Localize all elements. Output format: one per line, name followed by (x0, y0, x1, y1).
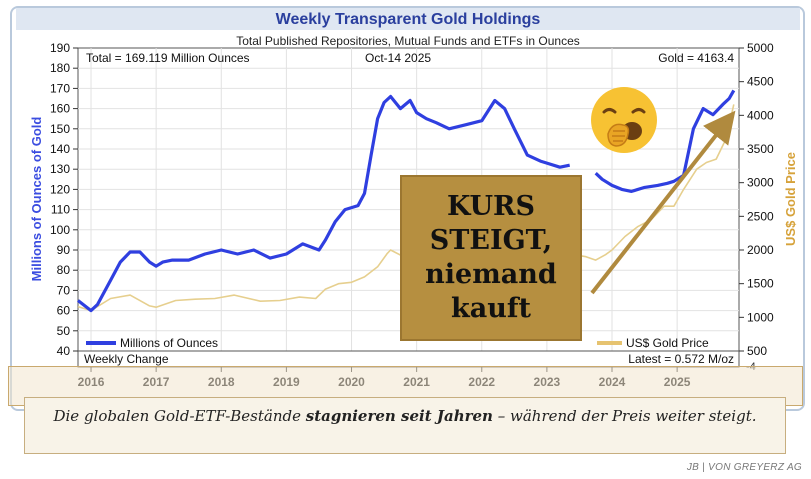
latest-label: Latest = 0.572 M/oz (628, 352, 734, 366)
y-right-tick-label: 5000 (747, 41, 774, 55)
y-left-tick-label: 140 (50, 142, 70, 156)
y-left-tick-label: 170 (50, 81, 70, 95)
y-left-tick-label: 180 (50, 61, 70, 75)
yawning-face-icon (591, 87, 657, 153)
ounces-line (594, 89, 736, 193)
y-right-tick-label: 1500 (747, 277, 774, 291)
headline-text: KURS STEIGT, niemand kauft (425, 191, 557, 324)
legend-price-label: US$ Gold Price (626, 336, 709, 350)
y-left-tick-label: 40 (57, 344, 71, 358)
ounces-line (77, 94, 571, 313)
y-left-tick-label: 70 (57, 283, 71, 297)
y-left-tick-label: 190 (50, 41, 70, 55)
y-right-tick-label: 3500 (747, 142, 774, 156)
caption-text-part2: – während der Preis weiter steigt. (492, 407, 757, 425)
y-left-tick-label: 120 (50, 182, 70, 196)
title-banner (16, 8, 800, 30)
caption-text-bold: stagnieren seit Jahren (305, 407, 493, 425)
y-left-tick-label: 60 (57, 304, 71, 318)
y-right-tick-label: 2000 (747, 243, 774, 257)
weekly-change-label: Weekly Change (84, 352, 169, 366)
y-left-tick-label: 110 (51, 203, 70, 217)
date-label: Oct-14 2025 (365, 51, 431, 65)
y-right-tick-label: 4000 (747, 108, 774, 122)
total-label: Total = 169.119 Million Ounces (86, 51, 250, 65)
chart-subtitle: Total Published Repositories, Mutual Fun… (236, 34, 580, 48)
y-left-tick-label: 50 (57, 324, 71, 338)
y-right-tick-label: 3000 (747, 176, 774, 190)
y-left-tick-label: 90 (57, 243, 71, 257)
gold-price-label: Gold = 4163.4 (658, 51, 734, 65)
ounces-series (77, 89, 736, 313)
y-right-tick-label: 4500 (747, 75, 774, 89)
y-left-tick-label: 130 (50, 162, 70, 176)
y-right-tick-label: 500 (747, 344, 767, 358)
trend-arrow (590, 110, 736, 295)
y-axis-right: 500 1000 1500 2000 2500 3000 3500 4000 4500 5000 (739, 41, 774, 358)
legend-ounces-label: Millions of Ounces (120, 336, 218, 350)
y-right-tick-label: 2500 (747, 209, 774, 223)
y-left-tick-label: 100 (50, 223, 70, 237)
y-right-tick-label: 1000 (747, 310, 774, 324)
y-left-tick-label: 150 (50, 122, 70, 136)
y-axis-left-title: Millions of Ounces of Gold (29, 117, 44, 282)
y-left-tick-label: 80 (57, 263, 71, 277)
y-axis-left: 40 50 60 70 80 90 100 110 120 130 140 150 160 170 180 1… (50, 41, 78, 358)
credit-label: JB | VON GREYERZ AG (686, 462, 802, 473)
chart-title: Weekly Transparent Gold Holdings (276, 11, 541, 28)
caption: Die globalen Gold-ETF-Bestände stagniere… (24, 397, 786, 454)
headline-box: KURS STEIGT, niemand kauft (400, 175, 582, 341)
y-left-tick-label: 160 (50, 102, 70, 116)
y-axis-right-title: US$ Gold Price (783, 152, 798, 246)
caption-text-part1: Die globalen Gold-ETF-Bestände (53, 407, 306, 425)
